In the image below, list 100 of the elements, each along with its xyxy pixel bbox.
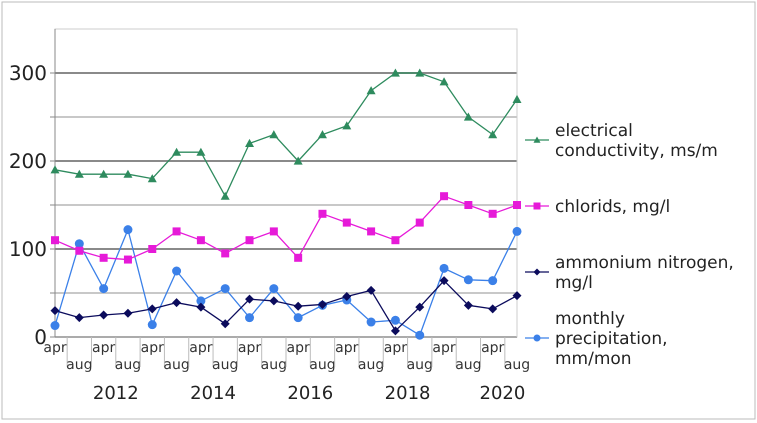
point — [367, 227, 376, 236]
text: 2018 — [384, 383, 430, 404]
point — [220, 284, 230, 294]
point — [464, 201, 472, 209]
point — [74, 313, 84, 322]
x-tick-label: aug — [163, 357, 190, 373]
point — [294, 254, 302, 262]
point — [269, 284, 278, 294]
point — [246, 236, 254, 244]
point — [488, 276, 498, 286]
point — [488, 304, 498, 314]
point — [172, 227, 181, 236]
point — [512, 94, 522, 103]
x-tick-label: aug — [358, 357, 384, 373]
point — [148, 320, 157, 330]
x-tick-label: apr — [189, 340, 213, 356]
point — [99, 170, 108, 178]
point — [245, 294, 254, 304]
x-tick-label: aug — [260, 357, 288, 373]
x-tick-label: aug — [455, 357, 482, 373]
point — [51, 236, 59, 244]
text: 2014 — [190, 383, 236, 404]
x-tick-label: aug — [406, 357, 433, 373]
x-tick-label: aug — [114, 357, 142, 373]
point — [488, 130, 498, 138]
point — [50, 165, 60, 174]
point — [245, 313, 254, 322]
x-tick-label: aug — [212, 357, 238, 373]
x-tick-label: aug — [504, 357, 530, 373]
point — [342, 292, 352, 302]
point — [50, 306, 60, 316]
legend-label: monthly precipitation, mm/mon — [555, 308, 668, 369]
point — [440, 77, 449, 86]
point — [220, 192, 230, 200]
point — [75, 246, 84, 255]
point — [245, 138, 254, 147]
x-tick-label: aug — [66, 357, 92, 373]
legend-label: chlorids, mg/l — [555, 196, 670, 217]
point — [148, 245, 156, 253]
point — [390, 326, 400, 336]
point — [440, 276, 449, 286]
point — [366, 318, 376, 327]
point — [318, 210, 326, 218]
point — [318, 130, 327, 138]
point — [270, 227, 278, 236]
point — [50, 321, 60, 330]
point — [366, 86, 376, 94]
point — [294, 313, 303, 322]
point — [100, 254, 108, 262]
point — [464, 300, 473, 310]
point — [342, 218, 351, 227]
x-tick-label: apr — [238, 340, 262, 356]
point — [172, 298, 182, 308]
point — [390, 316, 400, 325]
legend-label: electrical conductivity, ms/m — [555, 120, 718, 161]
text: 2012 — [92, 383, 139, 404]
point — [269, 296, 278, 306]
point — [148, 174, 157, 182]
point — [415, 68, 424, 77]
point — [440, 192, 448, 200]
point — [196, 148, 206, 156]
point — [415, 330, 424, 340]
x-tick-label: apr — [140, 340, 164, 356]
point — [294, 302, 303, 311]
point — [221, 249, 230, 258]
point — [220, 319, 230, 328]
x-tick-label: apr — [432, 340, 456, 356]
point — [124, 256, 132, 264]
x-tick-label: apr — [92, 340, 116, 356]
point — [342, 121, 352, 130]
x-tick-label: apr — [384, 340, 408, 356]
point — [172, 148, 182, 156]
point — [196, 236, 205, 244]
y-tick-label: 100 — [8, 237, 47, 261]
point — [148, 304, 157, 314]
x-tick-label: apr — [481, 340, 505, 356]
point — [464, 275, 473, 284]
x-tick-label: apr — [335, 340, 359, 356]
point — [440, 264, 449, 273]
point — [99, 310, 108, 320]
legend-label: ammonium nitrogen, mg/l — [555, 252, 734, 293]
point — [464, 112, 473, 121]
point — [366, 286, 376, 295]
point — [123, 308, 132, 318]
point — [123, 225, 132, 234]
point — [196, 302, 206, 312]
point — [172, 266, 182, 276]
point — [512, 226, 522, 236]
point — [488, 210, 497, 218]
point — [269, 130, 278, 138]
point — [99, 284, 108, 294]
x-tick-label: apr — [286, 340, 310, 356]
point — [513, 201, 521, 209]
point — [123, 170, 132, 178]
y-tick-label: 300 — [8, 61, 47, 85]
point — [74, 170, 84, 178]
point — [416, 218, 424, 227]
point — [294, 156, 303, 165]
point — [512, 291, 522, 300]
text: 2020 — [480, 383, 526, 404]
